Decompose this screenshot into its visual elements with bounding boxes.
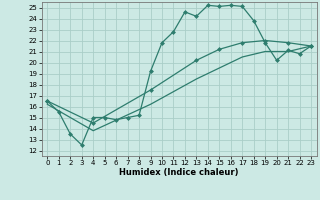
X-axis label: Humidex (Indice chaleur): Humidex (Indice chaleur) <box>119 168 239 177</box>
